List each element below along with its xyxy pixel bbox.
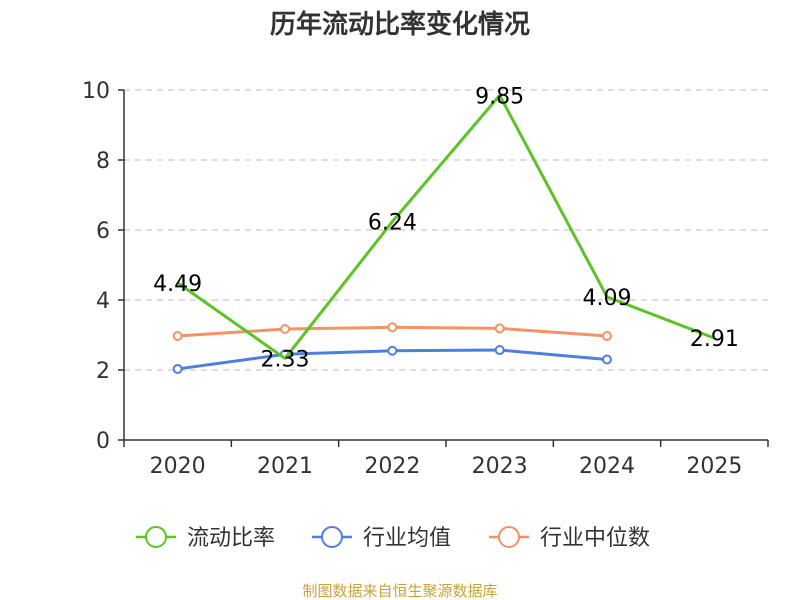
x-tick-label: 2022 — [364, 454, 420, 479]
chart-title: 历年流动比率变化情况 — [270, 9, 530, 40]
legend[interactable]: 流动比率 行业均值 行业中位数 — [136, 526, 650, 551]
x-tick-label: 2025 — [686, 454, 742, 479]
y-tick-label: 10 — [82, 79, 110, 104]
series-point — [387, 345, 398, 356]
source-note: 制图数据来自恒生聚源数据库 — [302, 582, 497, 600]
x-tick-label: 2023 — [472, 454, 528, 479]
series-lines — [172, 93, 715, 374]
x-tick-label: 2020 — [150, 454, 206, 479]
legend-circle-icon — [498, 526, 520, 548]
legend-label: 行业均值 — [363, 526, 451, 551]
data-label: 6.24 — [368, 211, 417, 236]
series-line-0 — [176, 93, 715, 360]
x-tick-label: 2021 — [257, 454, 313, 479]
series-point — [172, 331, 183, 342]
data-label: 4.49 — [153, 272, 202, 297]
data-label: 4.09 — [583, 286, 632, 311]
legend-circle-icon — [321, 526, 343, 548]
legend-circle-icon — [145, 526, 167, 548]
series-point — [602, 331, 612, 342]
legend-item-1[interactable]: 行业均值 — [312, 526, 451, 551]
legend-label: 行业中位数 — [540, 526, 650, 551]
y-tick-label: 0 — [96, 429, 110, 454]
legend-item-0[interactable]: 流动比率 — [136, 526, 275, 551]
series-point — [387, 322, 398, 333]
series-point — [494, 345, 505, 356]
x-tick-label: 2024 — [579, 454, 635, 479]
series-point — [172, 363, 183, 374]
y-tick-label: 6 — [96, 219, 110, 244]
y-tick-label: 4 — [96, 289, 110, 314]
y-tick-label: 8 — [96, 149, 110, 174]
series-point — [494, 323, 505, 334]
data-label: 2.91 — [690, 327, 739, 352]
legend-item-2[interactable]: 行业中位数 — [489, 526, 650, 551]
series-point — [602, 354, 612, 365]
data-label: 2.33 — [261, 347, 310, 372]
data-labels: 4.49 2.33 6.24 9.85 4.09 2.91 — [153, 84, 739, 372]
legend-label: 流动比率 — [187, 526, 275, 551]
series-point — [280, 324, 290, 335]
data-label: 9.85 — [475, 84, 524, 109]
y-tick-label: 2 — [96, 359, 110, 384]
axes: 0 2 4 6 8 10 2020 2021 2022 2023 2024 2025 — [82, 79, 769, 479]
